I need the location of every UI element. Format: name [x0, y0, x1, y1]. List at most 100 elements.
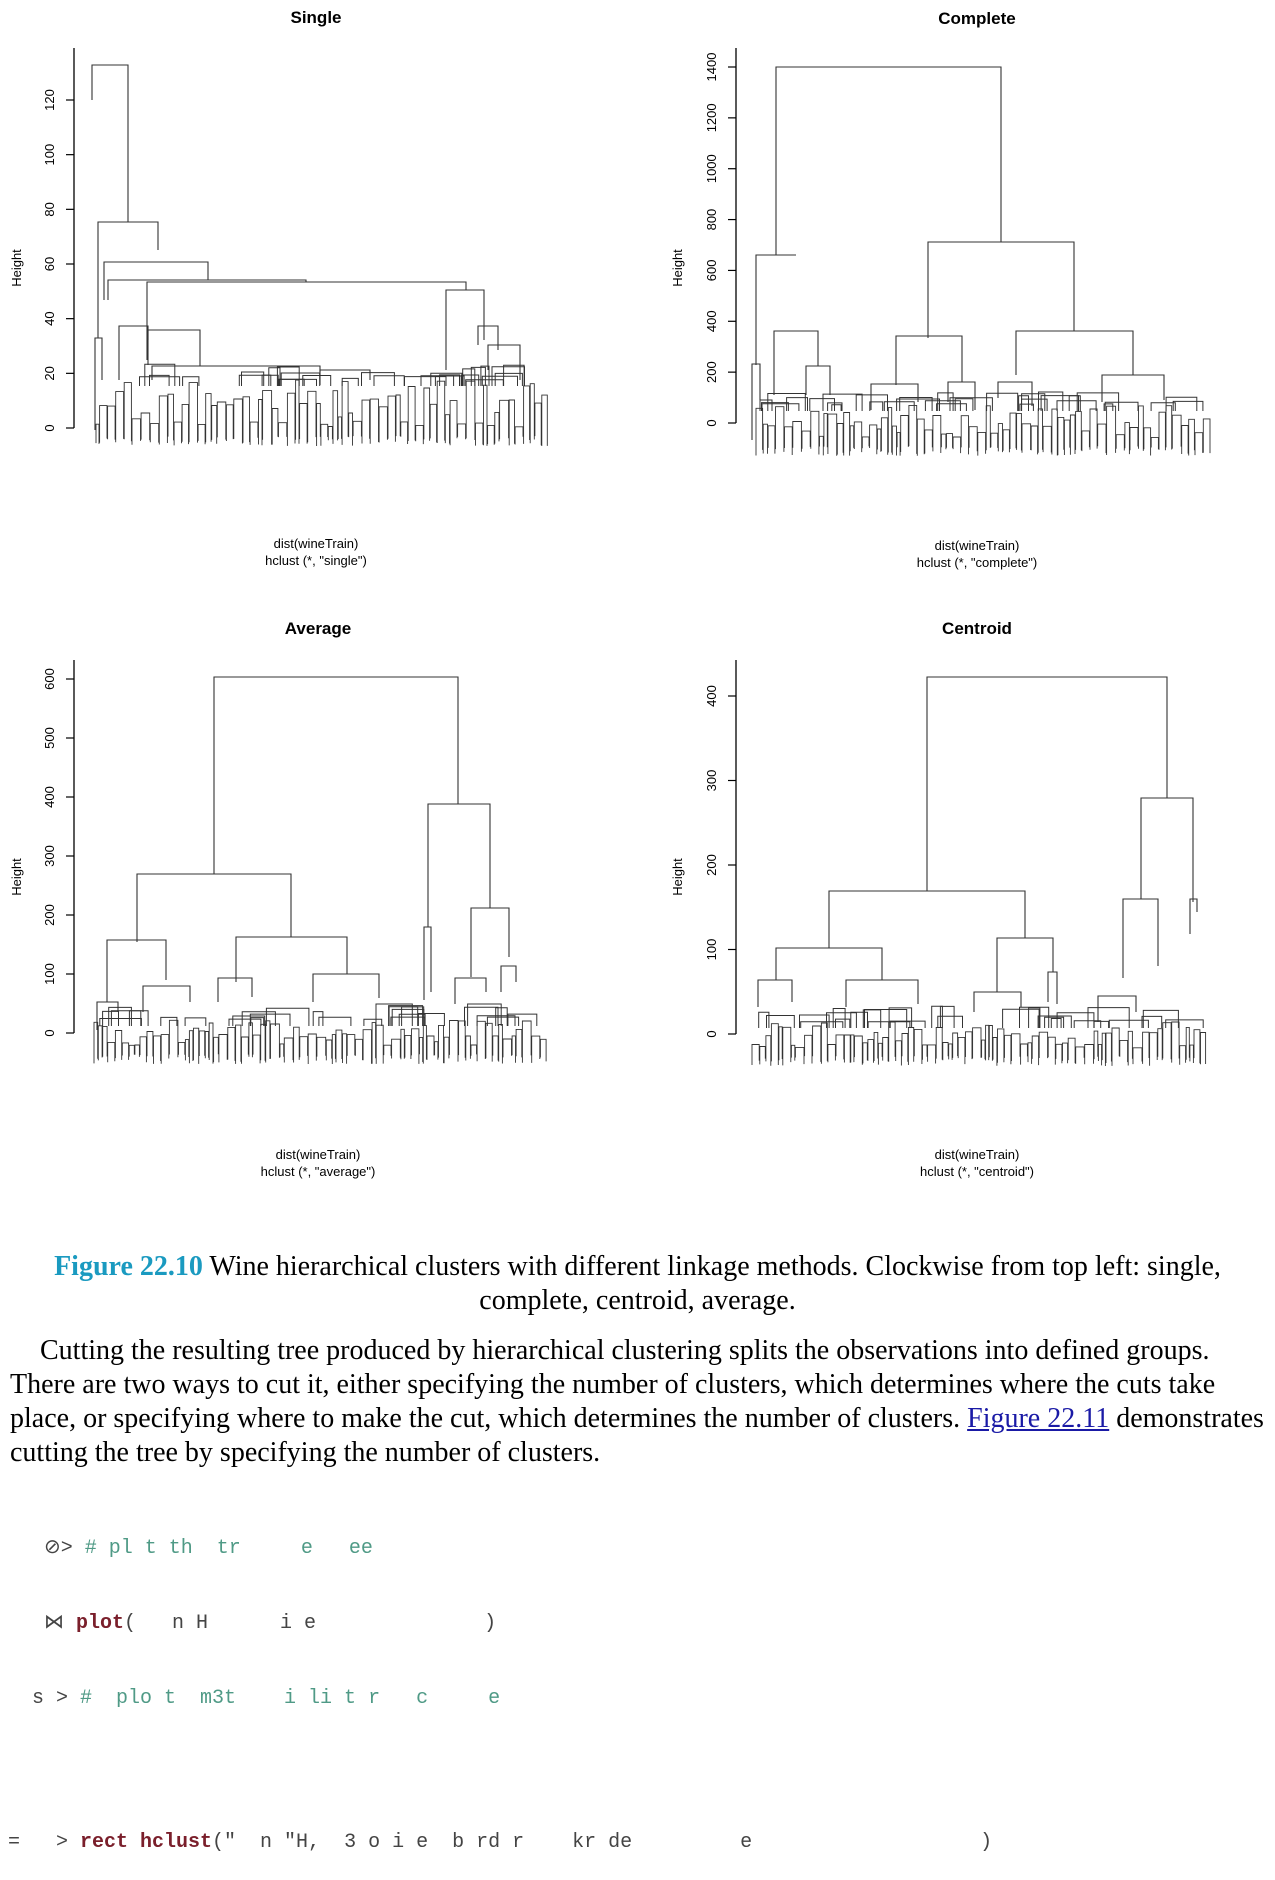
tick-label: 400: [704, 685, 719, 707]
branch: [1087, 1007, 1130, 1028]
leaf-branch: [1200, 1032, 1207, 1065]
branch: [312, 1011, 324, 1026]
tick-label: 1400: [704, 53, 719, 82]
leaf-branch: [499, 399, 510, 440]
branch: [1093, 1020, 1110, 1028]
leaf-branch: [827, 413, 838, 456]
tick-label: 0: [704, 1030, 719, 1037]
leaf-branch: [258, 399, 263, 446]
leaf-branch: [901, 1033, 909, 1062]
branch: [91, 64, 129, 222]
code-prompt: ⊘>: [8, 1537, 85, 1560]
leaf-branch: [1101, 1032, 1106, 1066]
branch: [147, 329, 201, 366]
subtitle-hclust: hclust (*, "single"): [265, 553, 367, 568]
leaf-branch: [767, 425, 776, 454]
figure-link[interactable]: Figure 22.11: [967, 1403, 1110, 1434]
leaf-branch: [827, 1044, 836, 1063]
leaf-branch: [316, 1036, 327, 1057]
branch: [1038, 391, 1064, 411]
branch: [268, 367, 281, 386]
tick-label: 1200: [704, 103, 719, 132]
branch: [361, 372, 395, 386]
leaf-branch: [1002, 429, 1010, 453]
branch: [184, 1017, 207, 1026]
leaf-branch: [283, 1037, 294, 1063]
branch: [261, 374, 272, 386]
leaf-branch: [1115, 434, 1125, 451]
branch: [107, 279, 307, 300]
leaf-branch: [492, 1035, 499, 1061]
leaf-branch: [325, 1039, 333, 1061]
leaf-branch: [429, 403, 438, 443]
branch: [477, 325, 499, 350]
leaf-branch: [93, 1021, 99, 1064]
branch: [139, 376, 181, 386]
branch: [404, 376, 447, 386]
branch: [1122, 898, 1159, 978]
leaf-branch: [1165, 405, 1173, 450]
leaf-branch: [260, 1023, 266, 1061]
leaf-branch: [1142, 1031, 1150, 1064]
leaf-branch: [139, 1036, 147, 1063]
leaf-branch: [383, 1044, 392, 1056]
leaf-branch: [188, 382, 198, 443]
leaf-branch: [1021, 423, 1032, 453]
leaf-branch: [307, 390, 317, 443]
tick-label: 120: [42, 89, 57, 111]
y-axis: 0 100 200 300 400: [704, 660, 737, 1038]
code-line-4: = > rect hclust(" n "H, 3 o i e b rd r k…: [8, 1830, 1263, 1855]
branch: [1104, 401, 1139, 411]
leaf-branch: [375, 1024, 384, 1064]
branch: [160, 1016, 178, 1026]
leaf-branch: [307, 1033, 317, 1064]
leaf-branch: [181, 403, 189, 445]
branch: [924, 400, 961, 411]
leaf-branch: [869, 424, 878, 455]
subtitle-dist: dist(wineTrain): [276, 1147, 361, 1162]
leaf-branch: [371, 1022, 377, 1064]
leaf-branch: [759, 1046, 766, 1065]
leaf-branch: [391, 1038, 401, 1059]
leaf-branch: [810, 410, 820, 455]
branch: [108, 1006, 132, 1026]
branch: [862, 1009, 882, 1028]
tick-label: 100: [704, 939, 719, 961]
branch: [845, 979, 919, 1007]
subtitle-hclust: hclust (*, "average"): [261, 1164, 376, 1179]
leaf-branch: [835, 1034, 845, 1060]
branch: [947, 381, 976, 410]
leaf-branch: [1055, 1043, 1063, 1064]
leaf-branch: [218, 1034, 228, 1063]
branch: [973, 991, 1022, 1012]
branch: [106, 939, 167, 1002]
leaf-branch: [286, 392, 296, 446]
leaf-branch: [1162, 1022, 1172, 1060]
leaf-branch: [990, 432, 999, 448]
leaf-branch: [770, 1023, 779, 1065]
branch: [423, 926, 432, 1000]
leaf-branch: [1171, 414, 1182, 449]
leaf-branch: [131, 418, 141, 445]
leaf-branch: [299, 1036, 309, 1058]
leaf-branch: [1194, 432, 1204, 456]
leaf-branch: [952, 1032, 959, 1058]
code-keyword: plot: [76, 1612, 125, 1635]
leaf-branch: [1193, 1029, 1201, 1064]
paragraph-text: Cutting the resulting tree produced by h…: [10, 1334, 1265, 1470]
leaf-branch: [514, 426, 524, 445]
branch: [454, 977, 487, 1004]
dendrogram-complete: Complete Height 0 200 400 600 800 1000 1200 140…: [660, 0, 1275, 630]
leaf-branch: [942, 1042, 949, 1061]
branch: [1047, 971, 1058, 1004]
leaf-branch: [346, 1034, 356, 1056]
branch: [1101, 374, 1165, 402]
branch: [761, 402, 789, 411]
code-comment: # pl t th tr e ee: [84, 1537, 373, 1560]
leaf-branch: [778, 1026, 783, 1061]
tick-label: 400: [704, 310, 719, 332]
leaf-branch: [804, 1034, 813, 1064]
subtitle-dist: dist(wineTrain): [935, 1147, 1020, 1162]
leaf-branch: [1020, 1043, 1028, 1065]
subtitle-dist: dist(wineTrain): [274, 536, 359, 551]
